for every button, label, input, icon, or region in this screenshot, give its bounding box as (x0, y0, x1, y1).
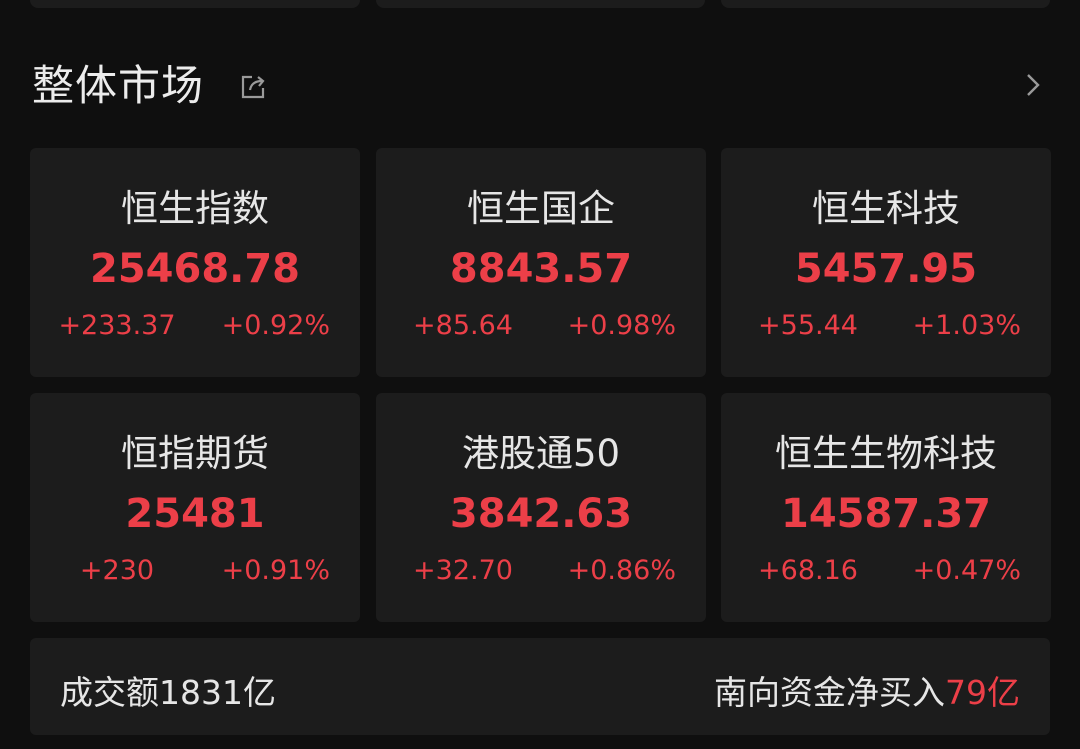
index-value: 14587.37 (780, 491, 992, 537)
index-name: 恒生指数 (121, 187, 269, 230)
index-value: 5457.95 (794, 246, 978, 292)
index-change: +55.44 (758, 310, 858, 341)
section-title: 整体市场 (32, 61, 205, 110)
index-value: 25468.78 (89, 246, 301, 292)
share-icon[interactable] (240, 72, 268, 100)
index-card[interactable]: 港股通50 3842.63 +32.70 +0.86% (376, 393, 706, 622)
index-card[interactable]: 恒生指数 25468.78 +233.37 +0.92% (30, 148, 360, 377)
index-change: +85.64 (413, 310, 513, 341)
index-name: 港股通50 (461, 432, 621, 475)
index-percent: +0.98% (567, 310, 676, 341)
index-percent: +0.92% (221, 310, 330, 341)
index-value: 8843.57 (449, 246, 633, 292)
index-name: 恒生科技 (812, 187, 960, 230)
previous-card (721, 0, 1050, 8)
southbound-value: 79亿 (945, 673, 1020, 712)
previous-card (376, 0, 705, 8)
index-card[interactable]: 恒指期货 25481 +230 +0.91% (30, 393, 360, 622)
index-percent: +0.91% (221, 555, 330, 586)
index-card[interactable]: 恒生生物科技 14587.37 +68.16 +0.47% (721, 393, 1051, 622)
chevron-right-icon[interactable] (1022, 70, 1044, 100)
index-card[interactable]: 恒生科技 5457.95 +55.44 +1.03% (721, 148, 1051, 377)
index-value: 3842.63 (449, 491, 633, 537)
index-name: 恒指期货 (121, 432, 269, 475)
index-value: 25481 (125, 491, 265, 537)
southbound-flow: 南向资金净买入79亿 (714, 666, 1020, 714)
index-card[interactable]: 恒生国企 8843.57 +85.64 +0.98% (376, 148, 706, 377)
index-percent: +1.03% (912, 310, 1021, 341)
index-percent: +0.47% (912, 555, 1021, 586)
market-summary-bar[interactable]: 成交额1831亿 南向资金净买入79亿 (30, 638, 1050, 735)
index-name: 恒生国企 (467, 187, 615, 230)
previous-card (30, 0, 360, 8)
index-change: +233.37 (58, 310, 176, 341)
index-change: +230 (79, 555, 155, 586)
index-name: 恒生生物科技 (775, 432, 997, 475)
index-change: +32.70 (413, 555, 513, 586)
index-change: +68.16 (758, 555, 858, 586)
turnover-text: 成交额1831亿 (60, 673, 276, 712)
southbound-label: 南向资金净买入 (714, 673, 945, 712)
index-percent: +0.86% (567, 555, 676, 586)
